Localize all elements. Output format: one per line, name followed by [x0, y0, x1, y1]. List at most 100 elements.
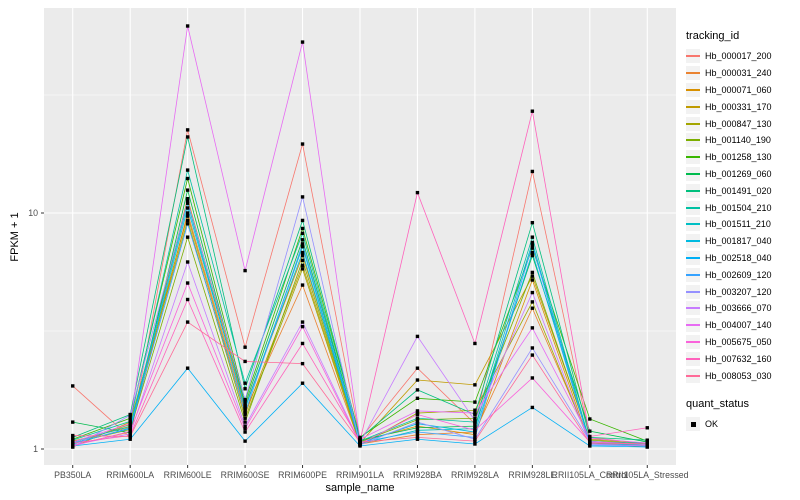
y-tick-label: 1: [33, 444, 38, 454]
legend-item-label: OK: [705, 419, 719, 430]
data-point: [530, 326, 535, 330]
data-point: [473, 418, 477, 423]
legend-title-tracking-id: tracking_id: [686, 30, 740, 42]
legend-item-label: Hb_001817_040: [705, 236, 772, 247]
plot-area: 1 10 PB350LA RRIM600LA RRIM600LE RRIM600SE RRI…: [28, 8, 689, 480]
line-swatch-icon: [686, 206, 700, 209]
data-point: [243, 411, 247, 415]
data-point: [300, 242, 305, 246]
data-point: [128, 437, 132, 441]
data-point: [71, 438, 75, 442]
data-point: [300, 263, 305, 268]
legend-item-label: Hb_000847_130: [705, 118, 772, 129]
legend-key-box: [686, 66, 700, 81]
data-point: [415, 416, 420, 420]
data-point: [358, 442, 362, 446]
data-point: [300, 258, 305, 263]
line-swatch-icon: [686, 189, 700, 192]
legend-key-box: [686, 133, 700, 148]
data-point: [358, 437, 362, 441]
data-point: [530, 353, 535, 357]
legend-item: Hb_001504_210: [686, 199, 798, 216]
line-swatch-icon: [686, 55, 700, 58]
data-point: [415, 409, 420, 413]
data-point: [300, 226, 305, 231]
x-tick-label: RRIM928LE: [508, 470, 556, 480]
legend-key-box: [686, 200, 700, 215]
data-point: [243, 416, 247, 420]
data-point: [473, 428, 477, 433]
legend-key-box: [686, 351, 700, 366]
legend-key-box: [686, 334, 700, 349]
data-point: [530, 274, 535, 278]
data-point: [71, 435, 75, 440]
line-swatch-icon: [686, 172, 700, 175]
data-point: [415, 428, 420, 433]
legend-item-label: Hb_002518_040: [705, 252, 772, 263]
legend-item: Hb_000331_170: [686, 98, 798, 115]
data-point: [530, 346, 535, 350]
legend-item-label: Hb_000071_060: [705, 84, 772, 95]
legend-item: Hb_000031_240: [686, 65, 798, 82]
data-point: [300, 381, 305, 385]
legend-item: Hb_002518_040: [686, 250, 798, 267]
data-point: [415, 435, 420, 440]
data-point: [185, 222, 190, 226]
legend-item: Hb_000071_060: [686, 82, 798, 99]
data-point: [185, 211, 190, 215]
data-point: [473, 437, 477, 441]
legend-key-box: [686, 368, 700, 383]
data-point: [185, 188, 190, 192]
data-point: [415, 388, 420, 392]
data-point: [300, 341, 305, 346]
data-point: [415, 420, 420, 424]
data-point: [185, 128, 190, 132]
data-point: [185, 196, 190, 201]
data-point: [300, 195, 305, 199]
legend-item-label: Hb_003207_120: [705, 286, 772, 297]
legend-item-label: Hb_001504_210: [705, 202, 772, 213]
legend-key-box: [686, 284, 700, 299]
data-point: [243, 397, 247, 402]
data-point: [415, 426, 420, 430]
data-point: [530, 270, 535, 275]
legend-item: Hb_000847_130: [686, 115, 798, 132]
legend-item-label: Hb_001269_060: [705, 168, 772, 179]
line-swatch-icon: [686, 357, 700, 360]
data-point: [185, 297, 190, 302]
data-point: [415, 366, 420, 370]
data-point: [185, 24, 190, 28]
legend-key-box: [686, 318, 700, 333]
y-axis-title: FPKM + 1: [9, 212, 21, 262]
data-point: [473, 411, 477, 415]
legend-item: Hb_005675_050: [686, 334, 798, 351]
data-point: [530, 376, 535, 380]
data-point: [530, 109, 535, 113]
data-point: [530, 240, 535, 245]
line-swatch-icon: [686, 307, 700, 310]
data-point: [185, 235, 190, 239]
legend-key-box: [686, 166, 700, 181]
legend-key-box: [686, 49, 700, 64]
data-point: [415, 334, 420, 339]
data-point: [415, 412, 420, 417]
line-swatch-icon: [686, 223, 700, 226]
legend-item: Hb_001140_190: [686, 132, 798, 149]
data-point: [185, 135, 190, 139]
data-point: [128, 419, 132, 424]
data-point: [530, 306, 535, 310]
legend-item: Hb_004007_140: [686, 317, 798, 334]
line-swatch-icon: [686, 273, 700, 276]
data-point: [243, 402, 247, 406]
x-tick-label: RRII105LA_Stressed: [606, 470, 689, 480]
line-swatch-icon: [686, 72, 700, 75]
legend-item-label: Hb_003666_070: [705, 303, 772, 314]
data-point: [243, 424, 247, 428]
legend-item: Hb_007632_160: [686, 350, 798, 367]
data-point: [530, 290, 535, 295]
x-tick-label: RRIM600LA: [106, 470, 154, 480]
data-point: [530, 253, 535, 258]
data-point: [185, 201, 190, 205]
line-swatch-icon: [686, 290, 700, 293]
data-point: [243, 405, 247, 410]
